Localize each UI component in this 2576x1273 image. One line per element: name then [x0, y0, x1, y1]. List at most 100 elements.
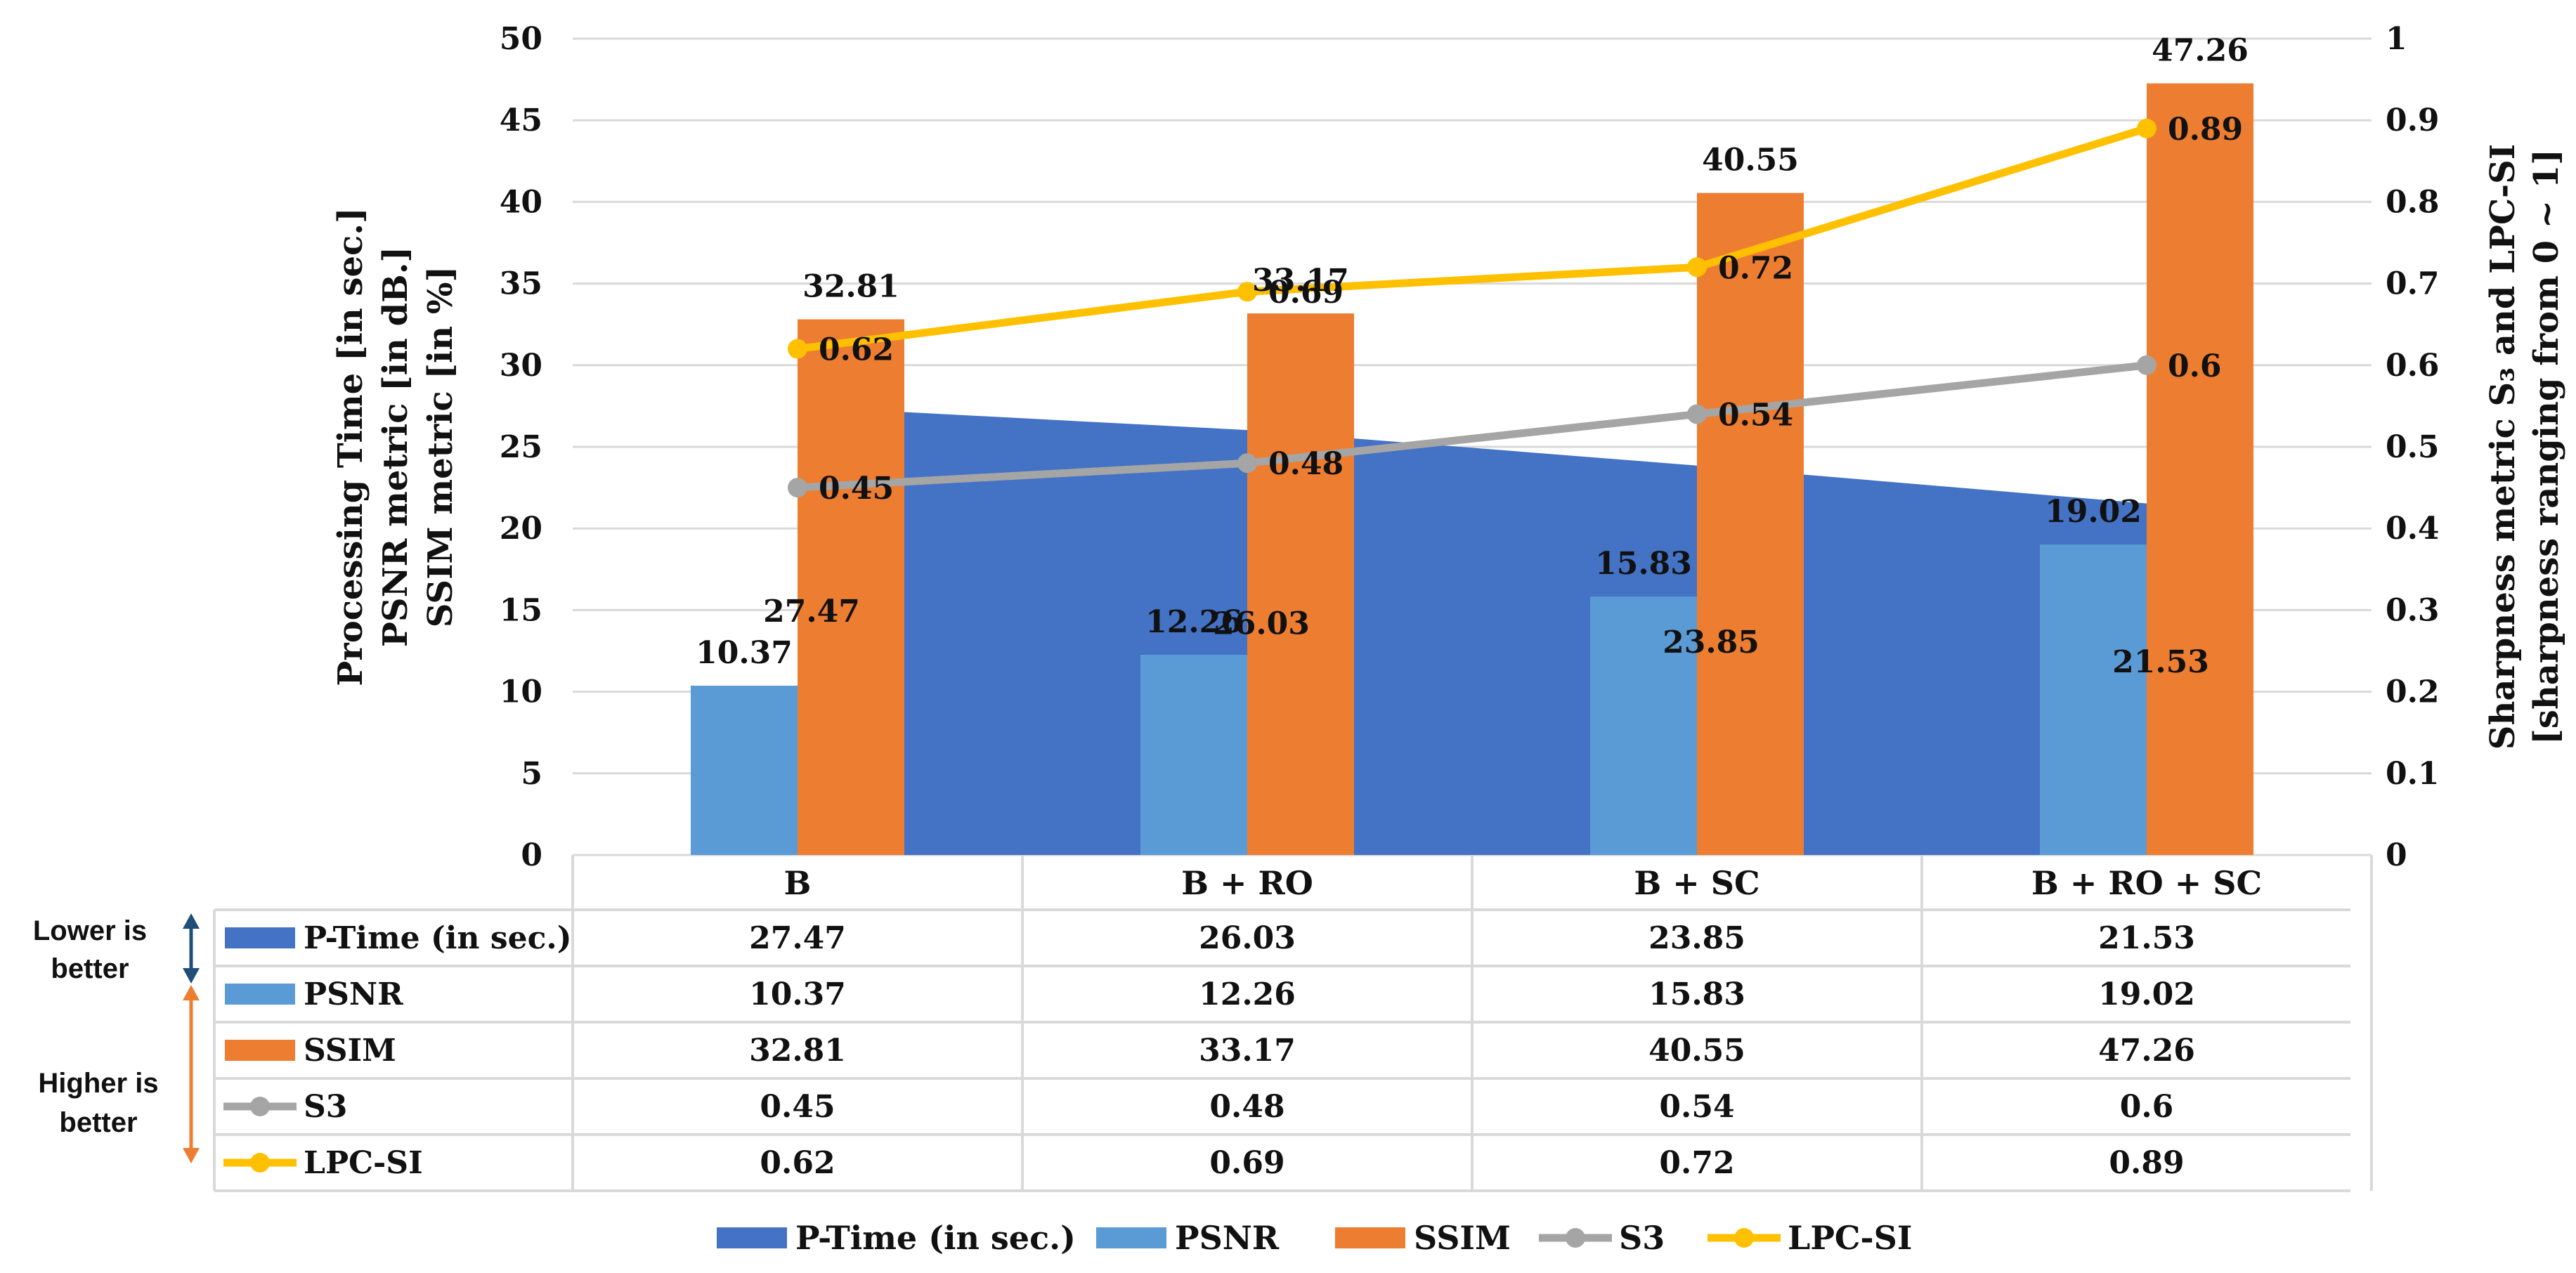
left-axis-title-line: SSIM metric [in %]	[421, 266, 460, 627]
right-tick-label: 0.7	[2386, 266, 2440, 302]
legend-label: LPC-SI	[1788, 1219, 1912, 1257]
s3-line	[797, 361, 2147, 492]
s3-data-label: 0.48	[1268, 446, 1344, 482]
left-tick-label: 40	[500, 184, 542, 220]
right-tick-label: 0.8	[2386, 184, 2440, 220]
table-row-label: LPC-SI	[304, 1145, 423, 1181]
right-tick-label: 0.2	[2386, 674, 2440, 710]
table-cell: 26.03	[1199, 920, 1296, 956]
table-cell: 15.83	[1648, 977, 1745, 1012]
higher-arrow-head-down	[183, 1148, 200, 1163]
lpc-si-data-label: 0.72	[1718, 250, 1793, 286]
lpc-si-data-label: 0.89	[2168, 112, 2243, 148]
legend: P-Time (in sec.) PSNR SSIM S3 LPC-SI	[717, 1219, 1912, 1257]
left-tick-label: 0	[521, 837, 542, 873]
table-row-label: P-Time (in sec.)	[304, 920, 572, 956]
category-label: B	[784, 864, 812, 902]
right-tick-label: 0.1	[2386, 756, 2440, 792]
table-cell: 27.47	[749, 920, 846, 956]
table-cell: 10.37	[749, 977, 846, 1012]
table-cell: 0.72	[1659, 1145, 1734, 1181]
left-tick-label: 15	[500, 592, 542, 628]
table-row-label: PSNR	[304, 977, 403, 1012]
p-time-data-label: 26.03	[1213, 606, 1310, 641]
lower-arrow-head-up	[183, 913, 200, 929]
table-row-label: SSIM	[304, 1033, 396, 1069]
psnr-bar	[1590, 596, 1697, 855]
lpc-si-point	[1687, 257, 1707, 278]
legend-key	[1096, 1227, 1166, 1248]
right-tick-label: 0.9	[2386, 103, 2440, 138]
left-tick-label: 5	[521, 756, 542, 792]
left-axis-title-line: Processing Time [in sec.]	[331, 207, 370, 686]
left-tick-label: 30	[500, 348, 542, 384]
table-cell: 0.69	[1209, 1145, 1284, 1181]
lpc-si-data-label: 0.62	[819, 332, 894, 368]
legend-label: SSIM	[1414, 1219, 1511, 1257]
ssim-bar	[1697, 192, 1804, 855]
psnr-data-label: 15.83	[1595, 546, 1692, 582]
right-tick-label: 0.3	[2386, 592, 2440, 628]
right-tick-label: 0.6	[2386, 348, 2440, 384]
table-cell: 0.45	[760, 1089, 835, 1125]
legend-key	[717, 1227, 787, 1248]
right-axis-title-line: Sharpness metric S₃ and LPC-SI	[2483, 144, 2523, 750]
psnr-data-label: 19.02	[2045, 494, 2142, 530]
right-axis-title-line: [sharpness ranging from 0 ~ 1]	[2527, 149, 2566, 745]
table-legend-key-marker	[250, 1097, 270, 1116]
p-time-area	[798, 406, 2147, 855]
legend-label: P-Time (in sec.)	[795, 1219, 1076, 1257]
table-cell: 32.81	[749, 1033, 846, 1069]
right-axis-title: Sharpness metric S₃ and LPC-SI [sharpness…	[2483, 144, 2566, 750]
table-legend-key	[225, 984, 295, 1005]
ssim-bar	[1247, 313, 1354, 855]
higher-is-better-label: Higher is	[38, 1068, 158, 1099]
right-tick-label: 0	[2386, 837, 2407, 873]
data-table: B B + RO B + SC B + RO + SC P-Time (in sec.)…	[213, 855, 2373, 1192]
s3-point	[2137, 355, 2157, 375]
ssim-data-label: 40.55	[1702, 143, 1799, 178]
legend-label: PSNR	[1175, 1219, 1280, 1257]
table-legend-key	[225, 927, 295, 948]
p-time-data-label: 23.85	[1663, 625, 1759, 660]
higher-arrow-head-up	[183, 985, 200, 1000]
s3-point	[1237, 453, 1257, 474]
lower-arrow-head-down	[183, 968, 200, 984]
lpc-si-point	[788, 339, 807, 359]
category-label: B + SC	[1634, 864, 1759, 902]
legend-key	[1335, 1227, 1405, 1248]
category-label: B + RO + SC	[2031, 864, 2262, 902]
lower-is-better-label: better	[51, 953, 129, 984]
side-notes: Lower is better Higher is better	[33, 913, 200, 1163]
table-legend-key	[225, 1040, 295, 1061]
s3-point	[788, 478, 807, 498]
lower-is-better-label: Lower is	[33, 915, 147, 946]
right-tick-label: 0.4	[2386, 511, 2440, 547]
table-cell: 0.54	[1659, 1089, 1734, 1125]
psnr-bar	[691, 686, 798, 855]
legend-key-marker	[1734, 1228, 1754, 1248]
lpc-si-data-label: 0.69	[1268, 275, 1344, 311]
table-cell: 19.02	[2098, 977, 2195, 1012]
legend-key-marker	[1566, 1228, 1585, 1248]
table-cell: 21.53	[2098, 920, 2195, 956]
table-cell: 47.26	[2098, 1033, 2195, 1069]
left-tick-label: 45	[500, 103, 542, 138]
table-cell: 40.55	[1648, 1033, 1745, 1069]
s3-point	[1687, 404, 1707, 424]
table-row-label: S3	[304, 1089, 347, 1125]
ssim-bar	[2147, 83, 2253, 855]
left-tick-label: 25	[500, 429, 542, 465]
right-tick-label: 1	[2386, 21, 2407, 57]
table-cell: 0.89	[2109, 1145, 2184, 1181]
left-tick-label: 10	[500, 674, 542, 710]
table-cell: 0.48	[1209, 1089, 1284, 1125]
psnr-data-label: 10.37	[696, 635, 793, 671]
table-cell: 0.62	[760, 1145, 835, 1181]
p-time-data-label: 27.47	[763, 594, 860, 629]
lpc-si-line	[797, 124, 2148, 353]
left-tick-label: 35	[500, 266, 542, 302]
psnr-bar	[1140, 655, 1247, 855]
ssim-data-label: 47.26	[2152, 33, 2249, 69]
